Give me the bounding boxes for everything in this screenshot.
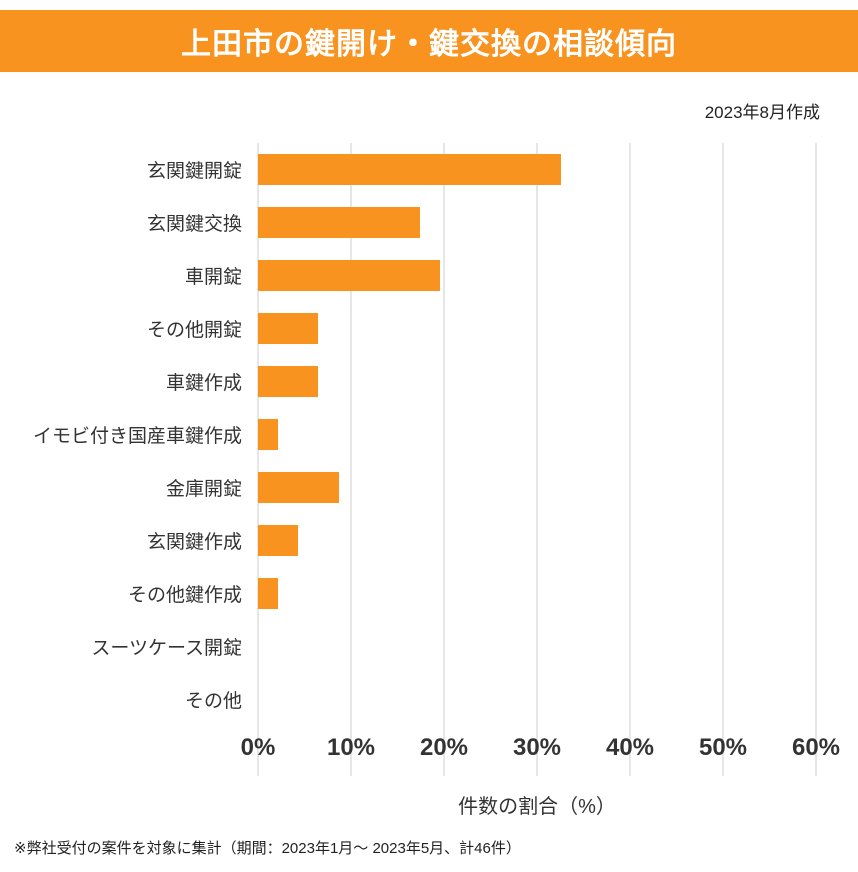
footnote: ※弊社受付の案件を対象に集計（期間：2023年1月～ 2023年5月、計46件） [14,840,521,857]
bar-row: 玄関鍵開錠 [147,143,816,196]
created-date-label: 2023年8月作成 [704,103,820,122]
gridlines [257,143,817,776]
plot-area: 玄関鍵開錠玄関鍵交換車開錠その他開錠車鍵作成イモビ付き国産車鍵作成金庫開錠玄関鍵… [33,143,840,776]
x-tick-label: 60% [791,734,841,761]
bar-row: 車鍵作成 [166,355,816,408]
bar [258,472,339,503]
bar-row: その他開錠 [147,302,816,355]
gridline [350,143,352,776]
bar-row: イモビ付き国産車鍵作成 [33,408,816,461]
gridline [536,143,538,776]
bar-row: 玄関鍵交換 [147,196,816,249]
bar [258,313,319,344]
gridline [815,143,817,776]
category-label: スーツケース開錠 [91,638,242,659]
x-tick-label: 20% [419,734,469,761]
x-axis-ticks: 0% 10% 20% 30% 40% 50% 60% [241,734,840,776]
x-axis-title: 件数の割合（%） [458,796,616,818]
category-label: 玄関鍵交換 [146,214,242,235]
bar [258,154,562,185]
category-label: 玄関鍵作成 [146,532,242,553]
category-label: その他鍵作成 [127,585,242,606]
bar [258,578,279,609]
category-label: 玄関鍵開錠 [146,161,242,182]
bar-row: 車開錠 [185,249,816,302]
x-tick-label: 10% [326,734,376,761]
bar-row: 金庫開錠 [166,461,816,514]
bar-row: 玄関鍵作成 [147,514,816,567]
bar-row: その他鍵作成 [128,567,816,620]
bar [258,207,420,238]
bar [258,366,319,397]
gridline [722,143,724,776]
title-banner: 上田市の鍵開け・鍵交換の相談傾向 [0,10,858,72]
gridline [443,143,445,776]
category-label: 車開錠 [184,267,242,288]
page-title: 上田市の鍵開け・鍵交換の相談傾向 [181,28,677,61]
gridline [629,143,631,776]
category-label: 車鍵作成 [165,373,242,394]
category-label: その他 [184,691,242,712]
bar-chart: 玄関鍵開錠玄関鍵交換車開錠その他開錠車鍵作成イモビ付き国産車鍵作成金庫開錠玄関鍵… [0,143,858,819]
x-tick-label: 40% [605,734,655,761]
x-tick-label: 50% [698,734,748,761]
bar [258,419,279,450]
category-label: その他開錠 [146,320,242,341]
bar-row: スーツケース開錠 [91,620,816,673]
gridline [257,143,259,776]
x-tick-label: 0% [240,734,276,761]
bar [258,525,298,556]
category-label: イモビ付き国産車鍵作成 [32,426,242,447]
x-tick-label: 30% [512,734,562,761]
bar [258,260,441,291]
bar-row: その他 [185,673,816,726]
category-label: 金庫開錠 [165,479,242,500]
bar-rows: 玄関鍵開錠玄関鍵交換車開錠その他開錠車鍵作成イモビ付き国産車鍵作成金庫開錠玄関鍵… [33,143,816,726]
